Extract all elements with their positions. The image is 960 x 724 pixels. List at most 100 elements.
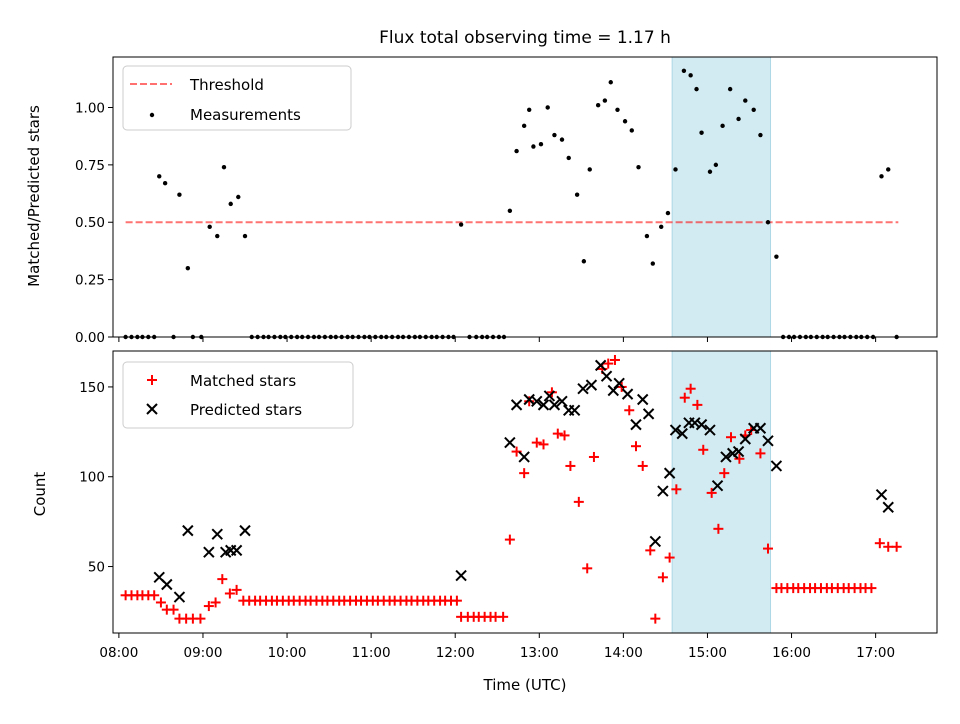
matched-point [217, 574, 228, 585]
predicted-point [182, 524, 194, 537]
measurement-point [574, 192, 580, 197]
measurement-point [507, 208, 513, 213]
measurement-point [774, 254, 779, 259]
predicted-point [676, 427, 688, 440]
predicted-point-stroke [455, 569, 467, 582]
predicted-point-stroke [543, 390, 556, 402]
highlight-band [671, 56, 772, 338]
predicted-point-stroke [613, 377, 625, 390]
predicted-point [585, 379, 598, 391]
measurement-point [242, 233, 248, 239]
predicted-point [732, 445, 745, 458]
measurement-point [622, 119, 628, 124]
matched-points [120, 354, 902, 624]
predicted-point [875, 488, 888, 501]
ratio-plot-frame [112, 56, 938, 338]
legend-matched-swatch [147, 375, 157, 385]
matched-point [650, 613, 661, 624]
predicted-point-stroke [882, 501, 894, 513]
count-y-axis-label: Count [31, 472, 49, 517]
matched-point [504, 534, 515, 545]
predicted-point [704, 424, 716, 436]
matched-point [559, 430, 570, 441]
legend-predicted-label: Predicted stars [190, 401, 302, 419]
matched-point [706, 487, 717, 498]
matched-point [883, 541, 894, 552]
predicted-point-stroke [203, 546, 215, 558]
predicted-point-stroke [600, 370, 613, 382]
predicted-point-stroke [875, 488, 888, 501]
predicted-points [153, 359, 894, 603]
matched-point [552, 428, 563, 439]
matched-point [698, 444, 709, 455]
measurement-point [228, 201, 233, 207]
predicted-point-stroke [548, 399, 561, 411]
count-axis-ticks: 50 100 150 [79, 380, 113, 576]
predicted-point-stroke [504, 436, 516, 449]
matched-point [609, 354, 620, 365]
matched-point [524, 396, 535, 407]
measurement-point [720, 123, 725, 129]
predicted-point [762, 435, 774, 447]
measurement-point [644, 233, 650, 239]
matched-point [565, 460, 576, 471]
predicted-point-stroke [211, 528, 223, 540]
predicted-point-stroke [518, 451, 530, 463]
predicted-point-stroke [230, 544, 243, 557]
measurement-point [538, 142, 544, 147]
predicted-point [711, 480, 724, 492]
predicted-point [720, 451, 732, 463]
matched-point [588, 451, 599, 462]
x-tick-label: 13:00 [520, 645, 559, 661]
x-tick-label: 09:00 [184, 645, 223, 661]
predicted-point-stroke [621, 388, 634, 400]
measurement-point [215, 233, 220, 239]
matched-point [685, 383, 696, 394]
legend-box [122, 65, 352, 131]
measurement-point [559, 137, 565, 142]
predicted-point [211, 528, 223, 540]
predicted-point-stroke [531, 395, 543, 408]
predicted-point [568, 404, 581, 416]
predicted-point [239, 524, 251, 537]
matched-point [874, 538, 885, 549]
ratio-axis-ticks: 0.00 0.25 0.50 0.75 1.00 [75, 100, 113, 346]
x-tick-label: 15:00 [688, 645, 727, 661]
predicted-point [689, 417, 701, 429]
predicted-point [882, 501, 894, 513]
predicted-point [203, 546, 215, 558]
measurement-point [552, 132, 557, 138]
time-axis-ticks: 08:00 09:00 10:00 11:00 12:00 13:00 14:00 15:00… [99, 337, 895, 661]
predicted-point [173, 591, 186, 603]
predicted-point-stroke [594, 359, 607, 372]
predicted-point [637, 393, 649, 406]
measurement-point [727, 86, 733, 92]
measurement-point [221, 164, 227, 170]
matched-point [755, 448, 766, 459]
predicted-point-stroke [537, 399, 550, 411]
predicted-point [657, 485, 669, 497]
measurement-point [758, 132, 763, 138]
predicted-point [630, 418, 642, 431]
legend-box [122, 361, 354, 429]
measurement-point [743, 98, 748, 103]
measurement-point [765, 220, 771, 225]
measurement-point [566, 155, 571, 161]
measurement-point [595, 102, 601, 108]
predicted-point [594, 359, 607, 372]
predicted-point-stroke [161, 578, 173, 591]
measurement-point [527, 107, 532, 112]
matched-point [671, 484, 682, 495]
measurement-point [185, 265, 191, 271]
predicted-point-stroke [704, 424, 716, 436]
measurement-point [162, 181, 168, 186]
predicted-point [556, 395, 568, 408]
measurement-point [157, 174, 162, 179]
predicted-point-stroke [239, 524, 251, 537]
predicted-point [518, 451, 530, 463]
measurement-point [699, 130, 704, 135]
y-tick-label: 0.50 [75, 215, 105, 231]
measurement-point [688, 73, 693, 78]
predicted-point [230, 544, 243, 557]
